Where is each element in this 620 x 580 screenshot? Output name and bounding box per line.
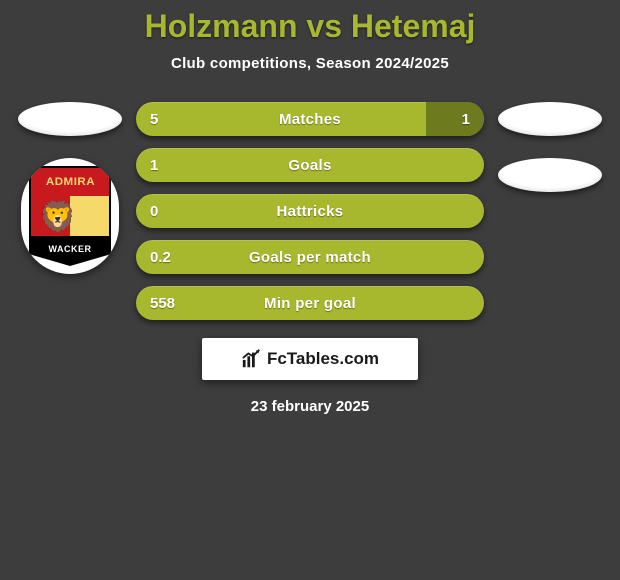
stat-bar: 558Min per goal [136, 286, 484, 320]
club-badge-left: ADMIRA 🦁 WACKER [21, 158, 119, 274]
stat-label: Goals per match [136, 240, 484, 274]
brand-box: FcTables.com [202, 338, 418, 380]
stat-bar: 0Hattricks [136, 194, 484, 228]
stat-label: Goals [136, 148, 484, 182]
badge-top-text: ADMIRA [45, 176, 94, 188]
right-column [496, 102, 604, 192]
stats-bars: 51Matches 1Goals 0Hattricks 0.2Goals per ma… [136, 102, 484, 320]
chart-icon [241, 348, 263, 370]
stat-label: Min per goal [136, 286, 484, 320]
date-text: 23 february 2025 [0, 398, 620, 415]
badge-bottom-text: WACKER [49, 244, 92, 254]
stat-label: Hattricks [136, 194, 484, 228]
shield-icon: ADMIRA 🦁 WACKER [29, 166, 111, 266]
griffin-icon: 🦁 [39, 200, 76, 235]
brand-text: FcTables.com [267, 349, 379, 369]
player-oval-left [18, 102, 122, 136]
stat-bar: 0.2Goals per match [136, 240, 484, 274]
page-title: Holzmann vs Hetemaj [0, 8, 620, 45]
player-oval-right-2 [498, 158, 602, 192]
stat-bar: 1Goals [136, 148, 484, 182]
stat-label: Matches [136, 102, 484, 136]
player-oval-right-1 [498, 102, 602, 136]
stat-bar: 51Matches [136, 102, 484, 136]
page-subtitle: Club competitions, Season 2024/2025 [0, 55, 620, 72]
left-column: ADMIRA 🦁 WACKER [16, 102, 124, 274]
